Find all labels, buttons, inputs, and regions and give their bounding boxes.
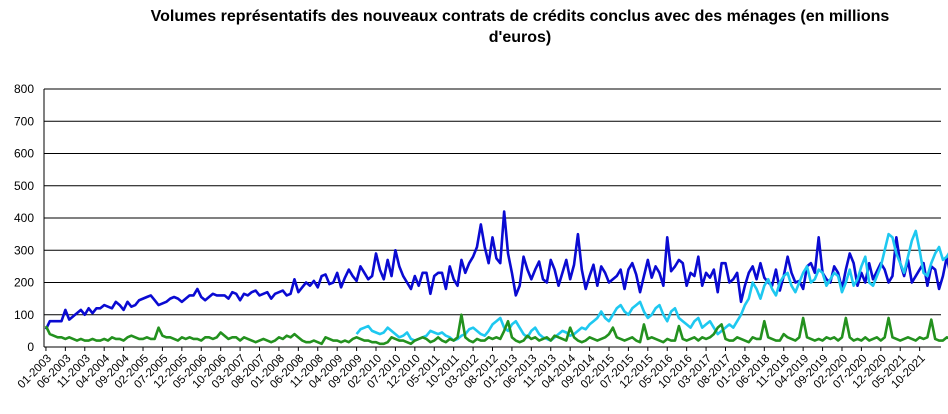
series-line-3: [44, 313, 948, 346]
y-tick-label: 500: [14, 179, 34, 193]
y-tick-label: 800: [14, 82, 34, 96]
gridlines: [44, 88, 941, 316]
x-tick-labels: 01-200306-200311-200304-200409-200402-20…: [16, 347, 928, 391]
series-lines: [44, 210, 948, 346]
y-tick-label: 100: [14, 308, 34, 322]
series-line-1: [44, 210, 948, 330]
y-tick-label: 700: [14, 114, 34, 128]
y-tick-label: 200: [14, 276, 34, 290]
series-line-2: [355, 229, 948, 342]
y-tick-labels: 0 100 200 300 400 500 600 700 800: [14, 82, 34, 354]
chart-title: Volumes représentatifs des nouveaux cont…: [150, 8, 890, 46]
y-tick-label: 300: [14, 243, 34, 257]
y-tick-label: 600: [14, 147, 34, 161]
y-tick-label: 400: [14, 211, 34, 225]
y-tick-label: 0: [27, 340, 34, 354]
